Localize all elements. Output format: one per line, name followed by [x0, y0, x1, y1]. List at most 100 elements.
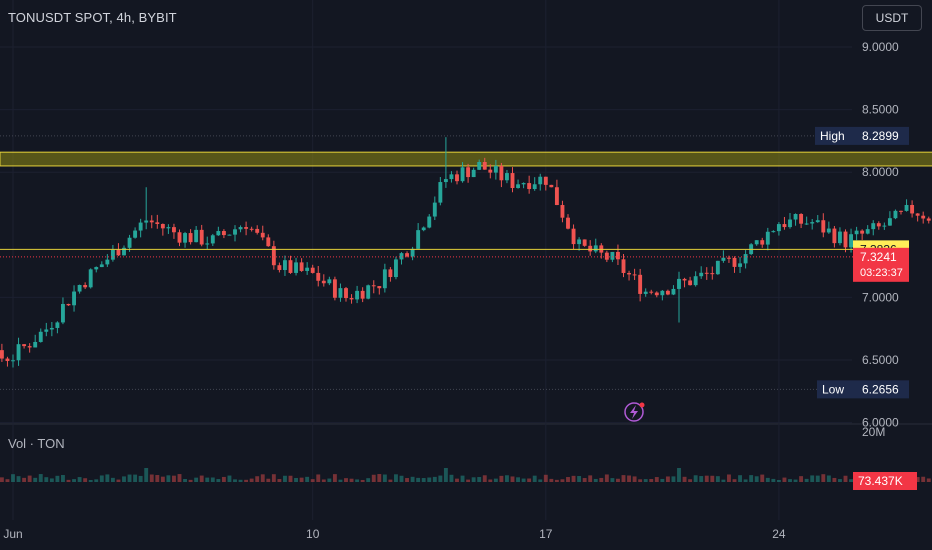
candle-body — [66, 303, 71, 306]
candle-body — [227, 234, 232, 236]
volume-bar — [838, 479, 842, 482]
candle-body — [205, 243, 210, 245]
countdown-text: 03:23:37 — [860, 267, 903, 279]
volume-bar — [443, 468, 448, 482]
candle-body — [887, 218, 892, 226]
volume-bar — [610, 478, 615, 482]
volume-bar — [804, 478, 809, 482]
candle-body — [194, 229, 199, 243]
candle-body — [94, 267, 99, 270]
volume-bar — [738, 475, 742, 482]
volume-bar — [77, 477, 82, 482]
candle-body — [427, 216, 432, 228]
candle-body — [915, 213, 920, 216]
candle-body — [765, 231, 770, 245]
volume-bar — [27, 475, 32, 482]
volume-bar — [155, 475, 160, 482]
price-tick-label: 7.0000 — [862, 290, 899, 304]
candle-body — [316, 272, 321, 281]
volume-bar — [166, 475, 171, 482]
candle-body — [27, 346, 32, 348]
volume-bar — [671, 476, 676, 482]
volume-bar — [566, 477, 570, 482]
volume-bar — [144, 468, 149, 482]
candle-body — [860, 230, 865, 234]
candle-body — [505, 173, 509, 181]
candle-body — [738, 263, 742, 267]
volume-bar — [471, 477, 476, 482]
volume-bar — [221, 476, 226, 482]
volume-bar — [344, 478, 348, 482]
candle-body — [405, 253, 409, 257]
volume-bar — [138, 475, 143, 482]
candle-body — [349, 298, 354, 300]
volume-bar — [765, 477, 770, 482]
volume-bar — [649, 479, 654, 482]
notification-dot — [639, 402, 645, 408]
candle-body — [399, 253, 404, 260]
volume-bar — [921, 476, 926, 482]
candle-body — [421, 227, 426, 231]
candle-body — [77, 284, 82, 292]
volume-bar — [277, 479, 282, 482]
candle-body — [471, 169, 476, 178]
volume-bar — [488, 479, 493, 482]
volume-tick-label: 20M — [862, 425, 885, 439]
volume-bar — [255, 476, 260, 482]
candle-body — [183, 233, 187, 243]
volume-bar — [810, 475, 815, 482]
volume-bar — [44, 477, 49, 482]
candle-body — [549, 184, 554, 188]
volume-bar — [510, 476, 515, 482]
lightning-icon[interactable] — [624, 402, 644, 422]
candle-body — [604, 252, 609, 260]
candle-body — [821, 220, 826, 233]
candle-body — [11, 360, 15, 362]
candle-body — [899, 210, 903, 212]
candle-body — [394, 259, 398, 278]
candle-body — [632, 274, 637, 276]
volume-bar — [99, 475, 104, 482]
volume-bar — [299, 477, 304, 482]
high-label-box — [815, 126, 909, 145]
volume-bar — [704, 475, 709, 482]
volume-bar — [288, 475, 293, 482]
candle-body — [810, 222, 815, 224]
volume-bar — [493, 478, 498, 482]
resistance-zone[interactable] — [0, 151, 932, 167]
currency-button[interactable]: USDT — [862, 5, 922, 31]
candle-body — [116, 249, 121, 256]
high-value-text: 8.2899 — [862, 129, 899, 143]
volume-bar — [627, 475, 631, 482]
candle-body — [832, 228, 837, 244]
candle-body — [244, 227, 249, 229]
candle-body — [782, 224, 787, 228]
candle-body — [593, 245, 598, 252]
volume-bar — [538, 479, 543, 482]
candle-body — [382, 269, 387, 289]
candle-body — [38, 331, 43, 342]
volume-value-text: 73.437K — [858, 474, 903, 488]
volume-bar — [133, 474, 138, 482]
volume-bar — [782, 477, 787, 482]
volume-bar — [743, 479, 748, 482]
volume-bar — [843, 475, 848, 482]
volume-bar — [338, 479, 343, 482]
candle-body — [166, 227, 171, 229]
candle-body — [199, 229, 204, 245]
volume-bar — [172, 475, 176, 482]
candle-body — [360, 290, 365, 299]
volume-bar — [410, 476, 415, 482]
volume-bar — [527, 478, 532, 482]
volume-bar — [593, 478, 598, 482]
volume-bar — [316, 474, 321, 482]
volume-bar — [183, 478, 187, 482]
candle-body — [133, 230, 138, 238]
volume-bar — [94, 479, 99, 482]
high-label-text: High — [820, 129, 845, 143]
volume-bar — [455, 478, 459, 482]
volume-bar — [294, 477, 298, 482]
candle-body — [271, 246, 276, 266]
low-label-box — [817, 380, 909, 399]
